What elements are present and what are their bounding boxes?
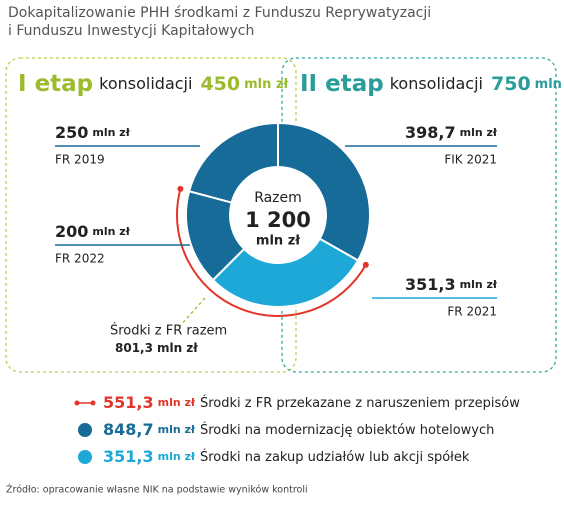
segment-category: FIK 2021	[444, 153, 497, 167]
segment-value-label: 351,3 mln zł	[405, 275, 498, 294]
legend-entry: 848,7 mln zł Środki na modernizację obiekt…	[103, 420, 494, 439]
stage-unit: mln zł	[535, 77, 564, 92]
segment-unit: mln zł	[92, 126, 130, 139]
legend-entry: 351,3 mln zł Środki na zakup udziałów lub …	[103, 447, 470, 466]
segment-value: 250	[55, 123, 88, 142]
chart-title: i Funduszu Inwestycji Kapitałowych	[8, 23, 254, 39]
legend-marker	[74, 400, 80, 406]
legend-text: Środki na zakup udziałów lub akcji spółe…	[200, 449, 470, 465]
stage-label: I etap	[18, 71, 93, 97]
stage-value: 450	[200, 73, 240, 95]
annotation-value: 801,3	[115, 341, 153, 355]
legend-unit: mln zł	[158, 450, 196, 463]
segment-unit: mln zł	[460, 126, 498, 139]
violation-arc	[176, 188, 367, 317]
segment-value-label: 200 mln zł	[55, 222, 131, 241]
stage-header: II etap konsolidacji 750 mln zł	[300, 71, 564, 97]
source-note: Źródło: opracowanie własne NIK na podsta…	[6, 484, 308, 496]
segment-unit: mln zł	[460, 278, 498, 291]
segment-category: FR 2022	[55, 252, 105, 266]
segment-unit: mln zł	[92, 225, 130, 238]
stage-header: I etap konsolidacji 450 mln zł	[18, 71, 289, 97]
donut-hole	[230, 167, 326, 263]
segment-value: 351,3	[405, 275, 456, 294]
stage-value: 750	[491, 73, 531, 95]
annotation-value-label: 801,3 mln zł	[115, 341, 198, 355]
segment-value: 398,7	[405, 123, 456, 142]
legend-marker	[90, 400, 96, 406]
stage-unit: mln zł	[244, 77, 289, 92]
segment-category: FR 2021	[447, 305, 497, 319]
legend-unit: mln zł	[158, 396, 196, 409]
legend-value: 351,3	[103, 447, 154, 466]
center-total: 1 200	[245, 208, 311, 232]
legend-text: Środki z FR przekazane z naruszeniem prz…	[200, 395, 520, 411]
arc-end	[177, 185, 184, 192]
segment-value-label: 398,7 mln zł	[405, 123, 498, 142]
stage-text: konsolidacji	[390, 74, 483, 93]
chart-title: Dokapitalizowanie PHH środkami z Fundusz…	[8, 5, 431, 21]
annotation-text: Środki z FR razem	[110, 323, 227, 339]
stage-text: konsolidacji	[99, 74, 192, 93]
legend-entry: 551,3 mln zł Środki z FR przekazane z naru…	[103, 393, 520, 412]
legend-value: 551,3	[103, 393, 154, 412]
segment-value: 200	[55, 222, 88, 241]
stage-label: II etap	[300, 71, 384, 97]
segment-value-label: 250 mln zł	[55, 123, 131, 142]
legend-marker	[78, 450, 92, 464]
legend-marker	[78, 423, 92, 437]
segment-category: FR 2019	[55, 153, 105, 167]
legend-value: 848,7	[103, 420, 154, 439]
annotation-unit: mln zł	[157, 341, 198, 355]
legend-unit: mln zł	[158, 423, 196, 436]
center-unit: mln zł	[256, 234, 301, 249]
center-label: Razem	[254, 190, 302, 206]
arc-end	[362, 261, 369, 268]
annotation-leader	[179, 297, 206, 327]
legend-text: Środki na modernizację obiektów hotelowy…	[200, 422, 494, 438]
